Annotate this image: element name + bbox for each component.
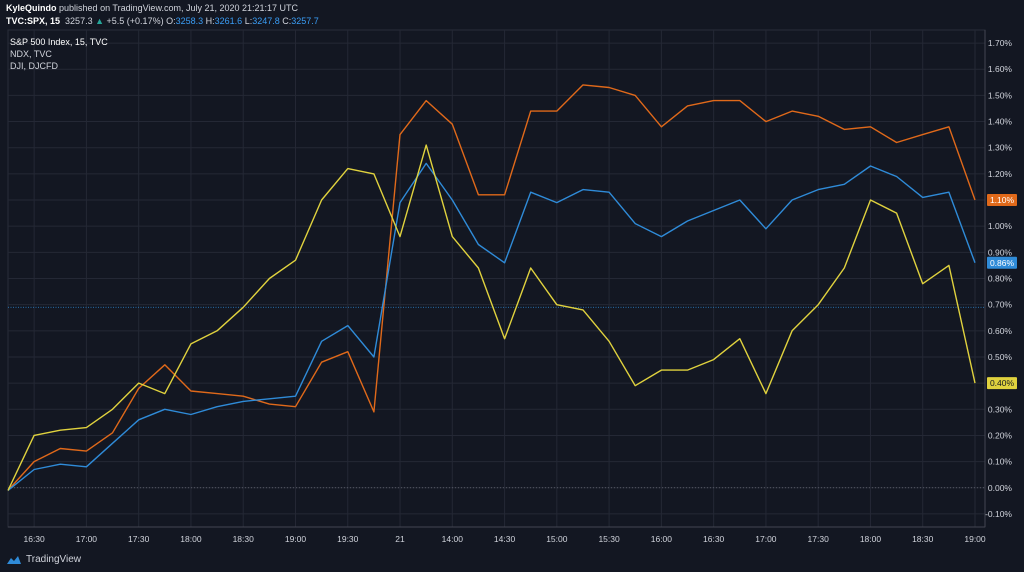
y-tick-label: 1.60% [988,64,1013,74]
series-line-0 [7,84,976,491]
x-tick-label: 16:00 [651,534,673,544]
legend-item-ndx[interactable]: NDX, TVC [10,49,52,59]
y-tick-label: 0.30% [988,404,1013,414]
close-label: C: [282,16,292,26]
y-tick-label: 1.50% [988,90,1013,100]
x-tick-label: 17:00 [755,534,777,544]
price-change: +5.5 (+0.17%) [106,16,164,26]
publisher-line: KyleQuindo published on TradingView.com,… [6,2,319,15]
x-tick-label: 21 [395,534,405,544]
tradingview-logo-icon [7,555,21,564]
open-label: O: [166,16,176,26]
open-value: 3258.3 [175,16,204,26]
last-value-label-0: 1.10% [990,195,1015,205]
high-label: H: [205,16,215,26]
chart-header: KyleQuindo published on TradingView.com,… [6,2,319,28]
x-tick-label: 19:00 [964,534,986,544]
x-tick-label: 18:30 [233,534,255,544]
y-tick-label: 0.50% [988,352,1013,362]
symbol-label[interactable]: TVC:SPX, 15 [6,16,61,26]
x-tick-label: 17:30 [808,534,830,544]
legend-item-spx[interactable]: S&P 500 Index, 15, TVC [10,37,108,47]
y-tick-label: 0.60% [988,326,1013,336]
low-label: L: [244,16,253,26]
y-tick-label: -0.10% [985,509,1012,519]
last-value-badge-0 [987,194,1017,207]
y-tick-label: 1.00% [988,221,1013,231]
last-value-label-1: 0.86% [990,258,1015,268]
y-tick-label: 0.90% [988,247,1013,257]
y-tick-label: 1.20% [988,169,1013,179]
y-tick-label: 0.70% [988,300,1013,310]
tradingview-brand: TradingView [26,554,82,565]
x-tick-label: 15:30 [598,534,620,544]
series-line-1 [7,162,976,491]
last-value-label-2: 0.40% [990,378,1015,388]
last-price: 3257.3 [65,16,93,26]
close-value: 3257.7 [291,16,319,26]
ohlc-line: TVC:SPX, 15 3257.3 ▲ +5.5 (+0.17%) O:325… [6,15,319,28]
publisher-name[interactable]: KyleQuindo [6,3,57,13]
last-value-badge-1 [987,256,1017,269]
y-tick-label: 1.40% [988,117,1013,127]
low-value: 3247.8 [252,16,280,26]
y-tick-label: 0.20% [988,430,1013,440]
y-tick-label: 1.30% [988,143,1013,153]
x-tick-label: 16:30 [23,534,45,544]
series-legend: S&P 500 Index, 15, TVC NDX, TVC DJI, DJC… [10,36,108,72]
x-tick-label: 19:30 [337,534,359,544]
y-tick-label: 0.10% [988,457,1013,467]
tradingview-footer[interactable]: TradingView [6,554,81,565]
x-tick-label: 18:00 [180,534,202,544]
y-tick-label: 0.00% [988,483,1013,493]
legend-item-dji[interactable]: DJI, DJCFD [10,61,58,71]
high-value: 3261.6 [214,16,243,26]
x-tick-label: 17:30 [128,534,150,544]
change-up-icon: ▲ [95,16,105,26]
x-tick-label: 15:00 [546,534,568,544]
x-tick-label: 17:00 [76,534,98,544]
last-value-badge-2 [987,377,1017,390]
x-tick-label: 18:30 [912,534,934,544]
x-tick-label: 19:00 [285,534,307,544]
x-tick-label: 14:00 [442,534,464,544]
x-tick-label: 14:30 [494,534,516,544]
x-tick-label: 16:30 [703,534,725,544]
published-text: published on TradingView.com, July 21, 2… [59,3,299,13]
series-line-2 [7,144,976,491]
y-tick-label: 1.70% [988,38,1013,48]
x-tick-label: 18:00 [860,534,882,544]
y-tick-label: 0.80% [988,274,1013,284]
